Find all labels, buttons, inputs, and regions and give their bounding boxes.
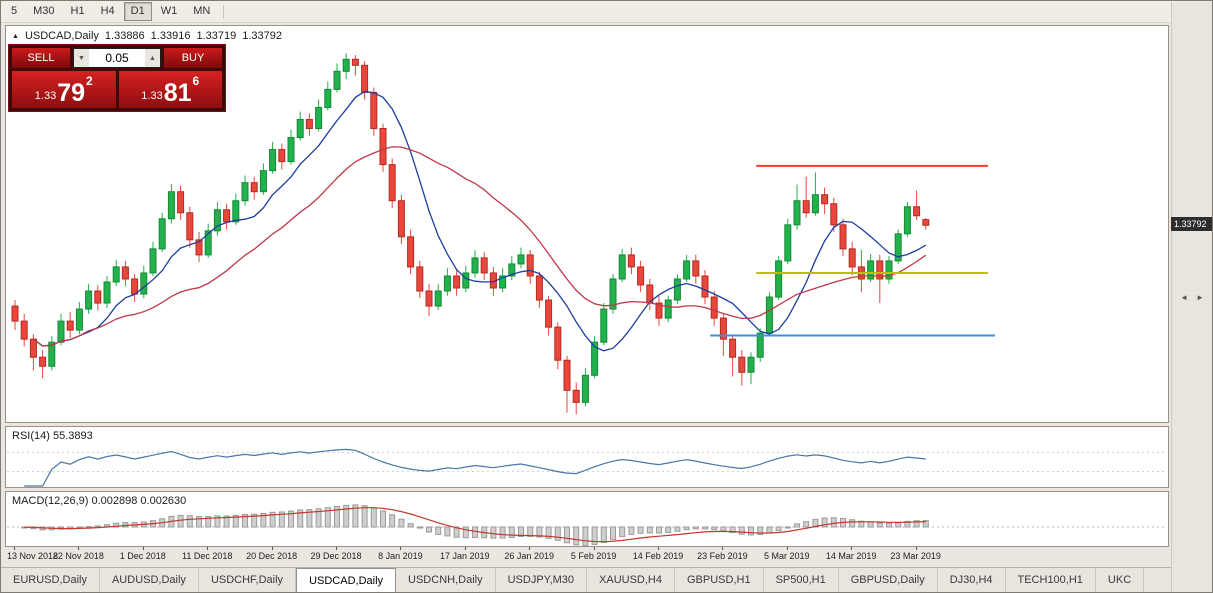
tab-usdjpy-m30[interactable]: USDJPY,M30	[496, 568, 588, 592]
date-label: 8 Jan 2019	[378, 551, 423, 561]
date-label: 17 Jan 2019	[440, 551, 490, 561]
tab-sp500-h1[interactable]: SP500,H1	[764, 568, 839, 592]
sell-price-pip: 2	[86, 74, 93, 88]
time-tick	[851, 547, 853, 550]
date-label: 29 Dec 2018	[310, 551, 362, 561]
high-value: 1.33916	[150, 30, 191, 42]
time-tick	[142, 547, 144, 550]
rsi-line	[24, 448, 926, 487]
volume-input[interactable]: 0.05	[105, 51, 129, 65]
time-scale[interactable]: 13 Nov 2018 22 Nov 2018 1 Dec 2018 11 Dec 2…	[5, 547, 1169, 563]
tab-scroll-left-icon[interactable]: ◄	[1180, 292, 1189, 302]
tab-usdchf-daily[interactable]: USDCHF,Daily	[199, 568, 297, 592]
timeframe-w1[interactable]: W1	[160, 5, 178, 17]
tab-gbpusd-h1[interactable]: GBPUSD,H1	[675, 568, 764, 592]
timeframe-m30[interactable]: M30	[33, 5, 55, 17]
rsi-pane[interactable]: RSI(14) 55.3893	[5, 426, 1169, 488]
timeframe-mn[interactable]: MN	[193, 5, 211, 17]
current-price-badge: 1.33792	[1171, 217, 1212, 232]
macd-signal-line	[24, 507, 926, 543]
time-tick	[336, 547, 337, 550]
volume-decrease-icon[interactable]: ▼	[74, 49, 89, 67]
timeframe-h1[interactable]: H1	[70, 5, 85, 17]
tab-scroll-right-icon[interactable]: ►	[1196, 292, 1204, 302]
ma-fast-line	[33, 90, 927, 352]
price-chart-canvas	[11, 53, 995, 415]
time-tick	[14, 547, 15, 550]
ohlc-readout: ▲ USDCAD,Daily 1.33886 1.33916 1.33719 1…	[12, 30, 282, 42]
time-tick	[658, 547, 659, 550]
tab-xauusd-h4[interactable]: XAUUSD,H4	[587, 568, 675, 592]
main-chart-pane[interactable]: ▲ USDCAD,Daily 1.33886 1.33916 1.33719 1…	[5, 25, 1169, 423]
timeframe-h4[interactable]: H4	[100, 5, 115, 17]
chart-area: ▲ USDCAD,Daily 1.33886 1.33916 1.33719 1…	[5, 25, 1169, 547]
date-label: 14 Mar 2019	[825, 551, 877, 561]
date-label: 23 Mar 2019	[890, 551, 941, 561]
one-click-trading-panel: SELL ▼ 0.05 ▲ BUY 1.33 79 2 1.33	[8, 44, 226, 112]
tab-audusd-daily[interactable]: AUDUSD,Daily	[100, 568, 199, 592]
time-tick	[529, 547, 531, 550]
buy-price-tile[interactable]: 1.33 81 6	[118, 71, 222, 108]
candles-layer	[11, 53, 930, 415]
symbol-period-label: USDCAD,Daily	[24, 30, 99, 42]
volume-stepper: ▼ 0.05 ▲	[73, 48, 161, 68]
date-label: 5 Mar 2019	[764, 551, 810, 561]
volume-increase-icon[interactable]: ▲	[145, 49, 160, 67]
tab-eurusd-daily[interactable]: EURUSD,Daily	[1, 568, 100, 592]
ma-slow-line	[33, 146, 927, 347]
timeframe-d1[interactable]: D1	[123, 2, 152, 21]
buy-price-prefix: 1.33	[141, 90, 163, 102]
tab-scroll-buttons: ◄ ►	[1171, 2, 1212, 592]
macd-label: MACD(12,26,9) 0.002898 0.002630	[12, 495, 187, 507]
tab-usdcnh-daily[interactable]: USDCNH,Daily	[396, 568, 496, 592]
tab-tech100-h1[interactable]: TECH100,H1	[1006, 568, 1096, 592]
time-tick	[915, 547, 917, 550]
date-label: 5 Feb 2019	[570, 551, 617, 561]
time-tick	[271, 547, 273, 550]
time-tick	[207, 547, 209, 550]
buy-price-big: 81	[163, 79, 192, 107]
timeframe-toolbar: 5 M30 H1 H4 D1 W1 MN	[1, 1, 1212, 23]
one-click-collapse-icon[interactable]: ▲	[12, 32, 19, 40]
buy-price-pip: 6	[192, 74, 200, 88]
date-label: 26 Jan 2019	[504, 551, 554, 561]
time-tick	[786, 547, 788, 550]
macd-histogram	[21, 504, 929, 546]
date-label: 20 Dec 2018	[246, 551, 298, 561]
low-value: 1.33719	[196, 30, 237, 42]
close-value: 1.33792	[242, 30, 282, 42]
time-tick	[400, 547, 402, 550]
chart-tab-bar: EURUSD,Daily AUDUSD,Daily USDCHF,Daily USDC…	[1, 567, 1212, 592]
sell-button[interactable]: SELL	[12, 48, 70, 68]
date-label: 1 Dec 2018	[119, 551, 166, 561]
macd-canvas	[7, 504, 1167, 546]
date-label: 11 Dec 2018	[182, 551, 233, 561]
sell-price-tile[interactable]: 1.33 79 2	[12, 71, 116, 108]
date-label: 13 Nov 2018	[7, 551, 59, 561]
open-value: 1.33886	[104, 30, 145, 42]
time-tick	[722, 547, 724, 550]
tab-ukc[interactable]: UKC	[1096, 568, 1145, 592]
tab-gbpusd-daily[interactable]: GBPUSD,Daily	[839, 568, 938, 592]
time-tick	[593, 547, 595, 550]
sell-price-big: 79	[57, 79, 86, 107]
tab-usdcad-daily[interactable]: USDCAD,Daily	[296, 568, 397, 592]
sell-price-prefix: 1.33	[34, 90, 57, 102]
tab-dj30-h4[interactable]: DJ30,H4	[938, 568, 1006, 592]
toolbar-separator	[223, 4, 225, 19]
macd-pane[interactable]: MACD(12,26,9) 0.002898 0.002630	[5, 491, 1169, 547]
buy-button[interactable]: BUY	[164, 48, 222, 68]
time-tick	[464, 547, 466, 550]
rsi-canvas	[7, 448, 1167, 487]
rsi-label: RSI(14) 55.3893	[12, 430, 93, 442]
timeframe-5[interactable]: 5	[11, 5, 18, 17]
date-label: 22 Nov 2018	[52, 551, 104, 561]
time-tick	[78, 547, 80, 550]
date-label: 14 Feb 2019	[632, 551, 684, 561]
date-label: 23 Feb 2019	[697, 551, 748, 561]
